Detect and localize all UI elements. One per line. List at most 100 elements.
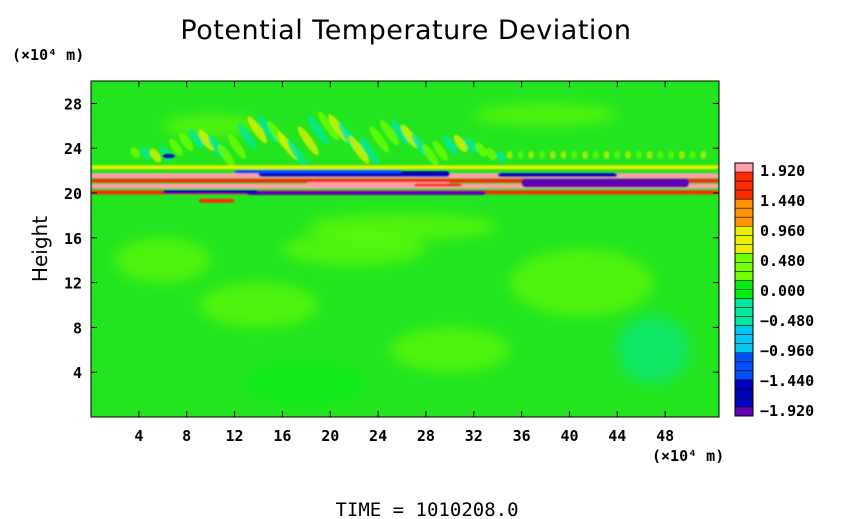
colorbar-swatch [735, 199, 753, 209]
weak-anomaly [282, 232, 426, 266]
colorbar: 1.920 1.440 0.960 0.480 0.000 −0.480 −0.960 −1.… [734, 162, 814, 420]
colorbar-frame [734, 162, 754, 417]
wave-crest [317, 111, 339, 141]
x-tick-label: 24 [369, 427, 387, 445]
y-axis-label: Height [28, 216, 52, 282]
wave-crest [657, 150, 664, 159]
y-tick-label: 8 [73, 319, 82, 337]
colorbar-swatch [735, 289, 753, 299]
wave-crest [689, 150, 696, 159]
weak-anomaly [617, 316, 690, 384]
wave-crest [496, 151, 507, 163]
colorbar-swatch [735, 379, 753, 390]
x-tick-label: 16 [273, 427, 291, 445]
chart-title: Potential Temperature Deviation [180, 15, 631, 46]
x-tick-label: 28 [417, 427, 435, 445]
wave-crest [130, 147, 141, 159]
wave-crest [348, 135, 370, 164]
colorbar-swatch [735, 280, 753, 290]
weak-anomaly [198, 282, 319, 328]
x-tick-label: 20 [321, 427, 339, 445]
wave-crest [646, 150, 653, 159]
x-axis: 4 8 12 16 20 24 28 32 36 40 44 48 [134, 81, 674, 445]
y-tick-label: 12 [64, 275, 82, 293]
wave-crest [582, 150, 589, 159]
colorbar-label: 0.000 [760, 282, 805, 300]
anomaly-band [521, 178, 690, 188]
colorbar-swatch [735, 397, 753, 408]
weak-anomaly [306, 213, 498, 241]
heatmap-field [91, 81, 719, 417]
anomaly-band [497, 173, 618, 178]
weak-anomaly [114, 237, 211, 283]
wave-crest [369, 126, 390, 153]
colorbar-label: −1.440 [760, 372, 814, 390]
wave-crest [517, 150, 524, 159]
anomaly-band [234, 170, 403, 174]
colorbar-label: −0.960 [760, 342, 814, 360]
colorbar-label: 1.920 [760, 162, 805, 180]
anomaly-band [413, 183, 462, 187]
wave-crest [390, 119, 409, 145]
wave-crest [453, 134, 468, 153]
anomaly-band [198, 198, 235, 203]
wave-crest [528, 150, 535, 159]
colorbar-swatch [735, 334, 753, 345]
colorbar-swatch [735, 352, 753, 363]
colorbar-swatch [735, 406, 753, 417]
colorbar-swatch [735, 208, 753, 218]
colorbar-swatch [735, 226, 753, 236]
colorbar-swatch [735, 271, 753, 281]
anomaly-band [91, 165, 719, 170]
wave-crest [603, 150, 610, 159]
colorbar-swatch [735, 316, 753, 326]
wave-crest [140, 146, 151, 160]
colorbar-label: 0.480 [760, 252, 805, 270]
x-tick-label: 48 [656, 427, 674, 445]
wave-crest [443, 135, 458, 155]
colorbar-label: 1.440 [760, 192, 805, 210]
colorbar-swatch [735, 181, 753, 191]
colorbar-label: 0.960 [760, 222, 805, 240]
x-tick-label: 44 [608, 427, 626, 445]
wave-crest [538, 150, 545, 159]
x-tick-label: 8 [182, 427, 191, 445]
weak-anomaly [509, 249, 654, 317]
anomaly-band [162, 190, 259, 194]
wave-crest [668, 150, 675, 159]
weak-anomaly [473, 103, 618, 126]
anomaly-bands [91, 154, 719, 203]
anomaly-band [246, 191, 486, 195]
wave-crest [169, 138, 183, 156]
anomaly-band [306, 182, 450, 185]
y-tick-label: 20 [64, 185, 82, 203]
colorbar-swatch [735, 325, 753, 335]
wave-crest [227, 134, 247, 160]
wave-crest [188, 128, 204, 149]
colorbar-swatch [735, 217, 753, 227]
x-tick-label: 12 [226, 427, 244, 445]
wave-crest [287, 140, 309, 169]
colorbar-swatch [735, 370, 753, 381]
colorbar-swatch [735, 190, 753, 200]
colorbar-swatch [735, 244, 753, 254]
x-tick-label: 36 [513, 427, 531, 445]
wave-crest [614, 150, 621, 159]
weak-anomaly [390, 327, 510, 373]
y-tick-label: 24 [64, 140, 82, 158]
wave-crest [700, 150, 707, 159]
wave-crest [198, 129, 215, 151]
plot-frame [90, 80, 720, 418]
wave-crest [485, 147, 497, 161]
weak-anomaly [246, 361, 367, 406]
weak-anomalies [114, 103, 690, 406]
colorbar-swatch [735, 163, 753, 173]
wave-crest [635, 150, 642, 159]
wave-crest [475, 142, 487, 157]
colorbar-swatch [735, 253, 753, 263]
wave-crest [307, 115, 329, 145]
wave-crest [432, 140, 448, 161]
wave-crest [464, 137, 478, 154]
wave-crest [359, 137, 380, 165]
wave-crest [592, 150, 599, 159]
